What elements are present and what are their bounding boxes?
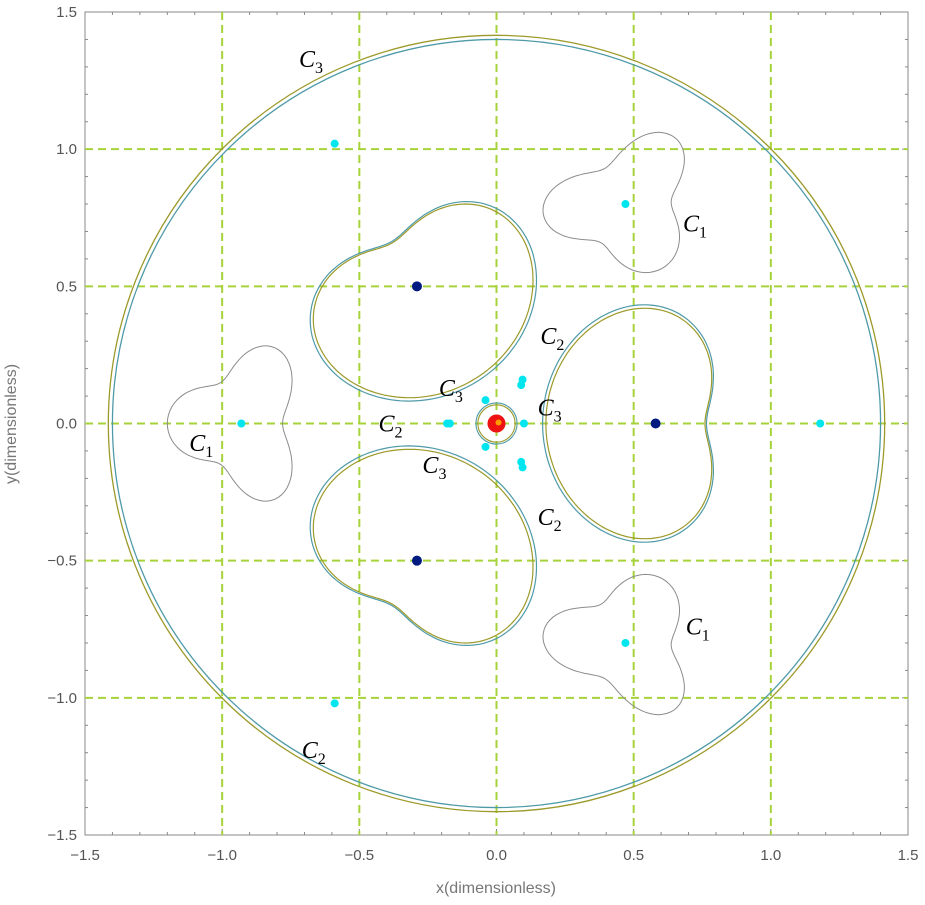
curve-labels: C3 C1 C1 C1 C2 C3 C3 C2 C3 C2 C2 [189, 47, 710, 768]
y-tick-label: 0.5 [56, 278, 77, 295]
x-tick-label: 0.5 [623, 847, 644, 864]
x-tick-label: −1.5 [70, 847, 100, 864]
libration-point [330, 139, 339, 148]
curve-label: C3 [422, 453, 446, 483]
y-tick-label: −1.5 [47, 827, 77, 844]
x-tick-label: −0.5 [345, 847, 375, 864]
lobe-curve [312, 203, 534, 399]
primary-body [411, 555, 422, 566]
outer-curve [111, 38, 882, 809]
libration-point [481, 396, 490, 405]
libration-point [621, 638, 630, 647]
curve-label: C2 [540, 324, 564, 354]
curve-label: C1 [686, 615, 710, 645]
libration-point [621, 200, 630, 209]
zero-velocity-curves [107, 34, 886, 813]
lobe-curve [309, 445, 538, 647]
libration-point [519, 419, 528, 428]
c1-curve [166, 345, 293, 502]
curve-label: C1 [189, 431, 213, 461]
x-tick-label: −1.0 [207, 847, 237, 864]
libration-points [237, 139, 825, 708]
central-body-group [487, 414, 506, 433]
curve-label: C3 [439, 376, 463, 406]
c1-curve [542, 573, 685, 716]
y-tick-label: 1.0 [56, 141, 77, 158]
curve-label: C3 [299, 47, 323, 77]
curve-label: C3 [538, 395, 562, 425]
primary-body [650, 418, 661, 429]
libration-point [816, 419, 825, 428]
y-tick-label: −1.0 [47, 690, 77, 707]
central-body-core [495, 419, 502, 426]
libration-point [237, 419, 246, 428]
primary-bodies [411, 281, 661, 566]
libration-point [518, 375, 527, 384]
libration-point [443, 419, 452, 428]
c1-curve [542, 131, 685, 274]
lobe-curve [545, 307, 713, 540]
x-tick-label: 1.5 [898, 847, 919, 864]
curve-label: C2 [538, 505, 562, 535]
curve-label: C2 [379, 412, 403, 442]
y-tick-labels: −1.5 −1.0 −0.5 0.0 0.5 1.0 1.5 [47, 4, 77, 844]
y-tick-label: 1.5 [56, 4, 77, 21]
inner-curve [475, 402, 518, 445]
outer-curve [107, 34, 886, 813]
minor-ticks [84, 11, 909, 836]
curve-label: C2 [302, 738, 326, 768]
x-axis-title: x(dimensionless) [436, 880, 556, 897]
y-tick-label: 0.0 [56, 416, 77, 433]
x-tick-label: 1.0 [760, 847, 781, 864]
libration-point [518, 463, 527, 472]
libration-point [330, 699, 339, 708]
lobe-curve [312, 448, 534, 644]
inner-curve [477, 404, 516, 443]
y-tick-label: −0.5 [47, 553, 77, 570]
libration-point [481, 442, 490, 451]
x-tick-label: 0.0 [486, 847, 507, 864]
y-axis-title: y(dimensionless) [3, 364, 20, 484]
primary-body [411, 281, 422, 292]
x-tick-labels: −1.5 −1.0 −0.5 0.0 0.5 1.0 1.5 [70, 847, 918, 864]
lobe-curve [309, 200, 538, 402]
curve-label: C1 [683, 211, 707, 241]
lobe-curve [542, 304, 714, 543]
